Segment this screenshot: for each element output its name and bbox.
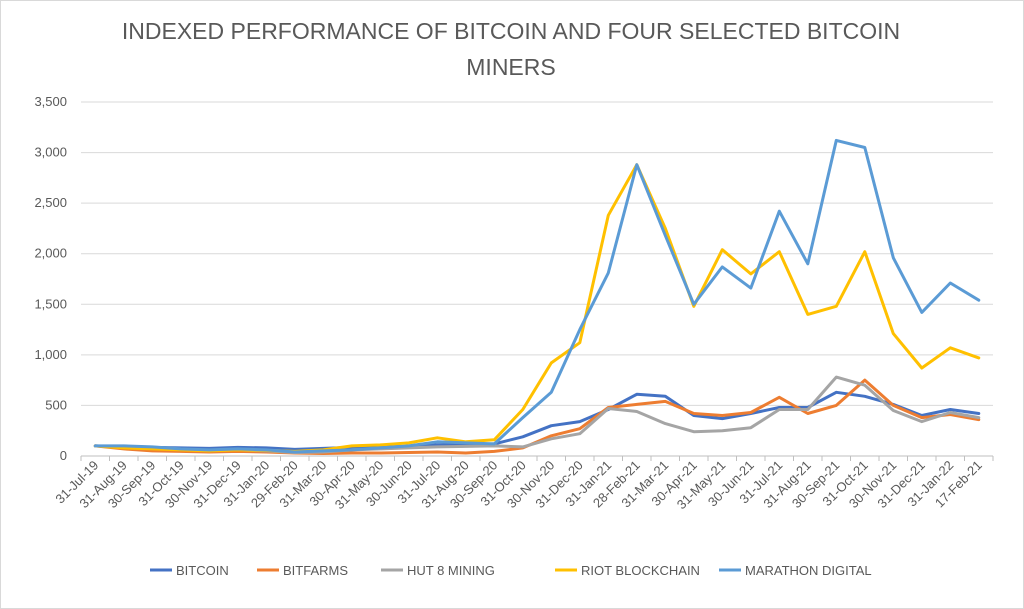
legend: BITCOIN BITFARMS HUT 8 MINING RIOT BLOCKCHA… <box>150 563 872 578</box>
chart-title: INDEXED PERFORMANCE OF BITCOIN AND FOUR … <box>122 18 900 80</box>
x-axis: 31-Jul-1931-Aug-1930-Sep-1931-Oct-1930-N… <box>52 455 994 512</box>
chart-title-line-1: INDEXED PERFORMANCE OF BITCOIN AND FOUR … <box>122 18 900 44</box>
y-tick-label: 3,000 <box>34 145 67 160</box>
legend-label-bitfarms: BITFARMS <box>283 563 348 578</box>
y-tick-label: 500 <box>45 397 67 412</box>
y-tick-label: 1,500 <box>34 296 67 311</box>
y-axis: 0 500 1,000 1,500 2,000 2,500 3,000 3,500 <box>34 94 67 463</box>
y-tick-label: 0 <box>60 448 67 463</box>
y-tick-label: 1,000 <box>34 347 67 362</box>
legend-label-bitcoin: BITCOIN <box>176 563 229 578</box>
y-tick-label: 2,500 <box>34 195 67 210</box>
legend-label-riot-blockchain: RIOT BLOCKCHAIN <box>581 563 700 578</box>
series-line-marathon-digital <box>93 138 981 454</box>
series-lines <box>93 138 981 455</box>
y-tick-label: 2,000 <box>34 246 67 261</box>
gridlines <box>81 101 993 406</box>
series-line-bitcoin <box>93 390 981 451</box>
chart-title-line-2: MINERS <box>466 54 555 80</box>
series-line-riot-blockchain <box>93 163 981 453</box>
y-tick-label: 3,500 <box>34 94 67 109</box>
legend-label-marathon-digital: MARATHON DIGITAL <box>745 563 872 578</box>
legend-label-hut-8-mining: HUT 8 MINING <box>407 563 495 578</box>
